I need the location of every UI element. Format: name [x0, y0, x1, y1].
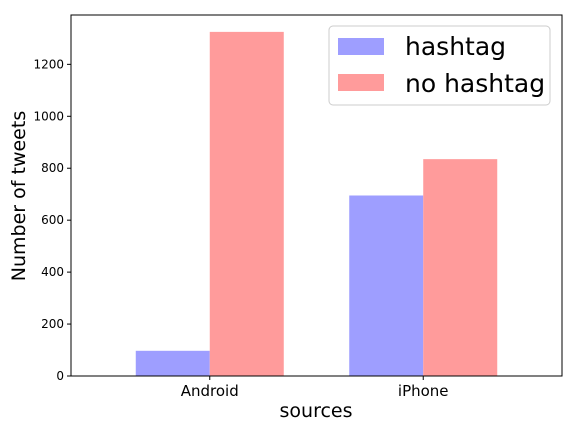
y-tick-label: 400: [41, 265, 64, 279]
y-axis-title: Number of tweets: [8, 111, 30, 281]
bar-no-hashtag-android: [209, 31, 284, 377]
y-axis-ticks: 0 200 400 600 800 1000 1200: [33, 57, 71, 383]
y-tick-label: 600: [41, 213, 64, 227]
x-axis-title: sources: [280, 400, 353, 422]
x-category-label: Android: [181, 382, 239, 400]
y-tick-label: 1200: [33, 57, 64, 71]
legend: hashtag no hashtag: [328, 25, 551, 106]
bar-hashtag-iphone: [349, 195, 424, 376]
legend-frame: [328, 25, 551, 106]
x-axis-categories: Android iPhone: [181, 376, 449, 400]
y-tick-label: 200: [41, 317, 64, 331]
legend-label-no-hashtag: no hashtag: [405, 69, 545, 98]
x-category-label: iPhone: [398, 382, 449, 400]
legend-swatch-no-hashtag: [338, 74, 384, 91]
y-tick-label: 800: [41, 161, 64, 175]
plot-frame: [70, 14, 563, 377]
bar-hashtag-android: [135, 350, 210, 376]
legend-swatch-hashtag: [338, 38, 384, 55]
bar-no-hashtag-iphone: [423, 159, 498, 376]
bars: [135, 31, 498, 377]
y-tick-label: 0: [56, 369, 64, 383]
legend-label-hashtag: hashtag: [405, 32, 506, 61]
y-tick-label: 1000: [33, 109, 64, 123]
